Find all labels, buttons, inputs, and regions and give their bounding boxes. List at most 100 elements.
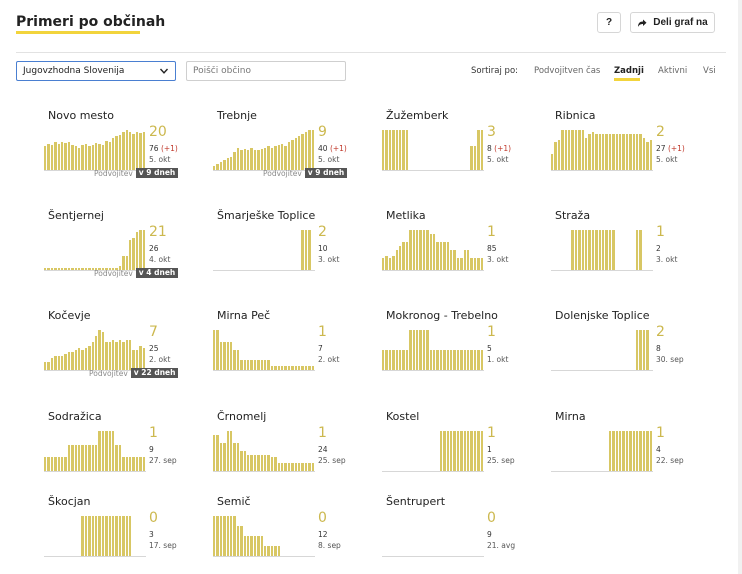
chart-bar: [135, 132, 139, 170]
chart-bar: [591, 230, 595, 270]
chart-bar: [270, 366, 274, 370]
municipality-card[interactable]: Šentrupert 0 9 21. avg: [382, 495, 546, 574]
municipality-card[interactable]: Kočevje 7 25 2. okt Podvojitev v 22 dneh: [44, 309, 208, 399]
municipality-card[interactable]: Mirna Peč 1 7 2. okt: [213, 309, 377, 399]
chart-bar: [122, 457, 125, 471]
sort-option-all[interactable]: Vsi: [703, 66, 716, 76]
chart-bar: [467, 350, 470, 370]
chart-bar: [47, 268, 50, 270]
chart-bar: [118, 516, 122, 556]
help-button[interactable]: ?: [597, 12, 621, 33]
municipality-card[interactable]: Metlika 1 85 3. okt: [382, 209, 546, 299]
chart-bar: [399, 130, 402, 170]
chart-bar: [71, 445, 74, 471]
chart-bar: [284, 463, 287, 471]
chart-bar: [260, 360, 263, 370]
chart-bar: [463, 350, 466, 370]
chart-bar: [619, 134, 622, 170]
municipality-card[interactable]: Semič 0 12 8. sep: [213, 495, 377, 574]
chart-bar: [388, 258, 392, 270]
chart-bar: [64, 143, 67, 170]
total-count-line: 8 (+1): [487, 144, 511, 153]
municipality-card[interactable]: Mirna 1 4 22. sep: [551, 410, 715, 500]
chart-bar: [81, 145, 84, 170]
municipality-chart: [44, 229, 146, 271]
sort-option-latest[interactable]: Zadnji: [614, 66, 644, 76]
chart-bar: [291, 366, 294, 370]
chart-bar: [88, 146, 91, 170]
chart-bar: [564, 130, 567, 170]
municipality-card[interactable]: Šmarješke Toplice 2 10 3. okt: [213, 209, 377, 299]
municipality-card[interactable]: Mokronog - Trebelno 1 5 1. okt: [382, 309, 546, 399]
chart-bar: [598, 134, 601, 170]
municipality-card[interactable]: Sodražica 1 9 27. sep: [44, 410, 208, 500]
total-count-line: 2: [656, 244, 661, 253]
municipality-card[interactable]: Škocjan 0 3 17. sep: [44, 495, 208, 574]
active-count: 1: [487, 324, 496, 340]
scrollbar[interactable]: [738, 0, 742, 574]
chart-bar: [243, 451, 246, 471]
chart-bar: [250, 148, 253, 170]
active-count: 1: [487, 425, 496, 441]
chart-bar: [270, 148, 274, 170]
sort-label: Sortiraj po:: [471, 66, 519, 76]
chevron-down-icon: [159, 68, 169, 74]
chart-bar: [436, 242, 439, 270]
chart-bar: [240, 526, 243, 556]
municipality-card[interactable]: Kostel 1 1 25. sep: [382, 410, 546, 500]
municipality-card[interactable]: Šentjernej 21 26 4. okt Podvojitev v 4 dneh: [44, 209, 208, 299]
municipality-chart: [213, 229, 315, 271]
chart-bar: [108, 342, 111, 370]
chart-bar: [636, 134, 639, 170]
chart-bar: [426, 330, 429, 370]
municipality-card[interactable]: Dolenjske Toplice 2 8 30. sep: [551, 309, 715, 399]
sort-active-underline: [614, 78, 640, 81]
chart-bar: [253, 150, 257, 170]
chart-bar: [402, 130, 405, 170]
chart-bar: [439, 350, 443, 370]
chart-bar: [243, 360, 246, 370]
chart-bar: [54, 457, 57, 471]
municipality-card[interactable]: Ribnica 2 27 (+1) 5. okt: [551, 109, 715, 199]
chart-bar: [284, 366, 287, 370]
chart-bar: [71, 268, 74, 270]
municipality-card[interactable]: Straža 1 2 3. okt: [551, 209, 715, 299]
chart-bar: [480, 350, 483, 370]
chart-bar: [443, 242, 446, 270]
chart-bar: [277, 546, 280, 556]
chart-bar: [439, 431, 443, 471]
chart-bar: [213, 166, 216, 170]
chart-bar: [298, 463, 301, 471]
chart-bar: [216, 330, 219, 370]
page-title: Primeri po občinah: [16, 14, 166, 30]
chart-bar: [308, 230, 311, 270]
chart-bar: [270, 546, 274, 556]
total-count: 25: [149, 344, 159, 353]
chart-bar: [385, 130, 388, 170]
last-date: 25. sep: [487, 456, 515, 465]
municipality-name: Novo mesto: [48, 109, 114, 122]
active-count: 21: [149, 224, 167, 240]
chart-bar: [308, 463, 311, 471]
search-input[interactable]: [186, 61, 346, 81]
municipality-card[interactable]: Žužemberk 3 8 (+1) 5. okt: [382, 109, 546, 199]
municipality-card[interactable]: Novo mesto 20 76 (+1) 5. okt Podvojitev v 9 d…: [44, 109, 208, 199]
chart-bar: [61, 268, 64, 270]
municipality-card[interactable]: Črnomelj 1 24 25. sep: [213, 410, 377, 500]
total-count: 2: [656, 244, 661, 253]
share-button[interactable]: Deli graf na: [630, 12, 715, 33]
total-count-line: 9: [487, 530, 492, 539]
chart-bar: [132, 134, 135, 170]
chart-bar: [636, 330, 639, 370]
chart-bar: [219, 443, 223, 471]
chart-bar: [223, 160, 226, 170]
sort-option-active[interactable]: Aktivni: [658, 66, 688, 76]
last-date: 27. sep: [149, 456, 177, 465]
municipality-card[interactable]: Trebnje 9 40 (+1) 5. okt Podvojitev v 9 dneh: [213, 109, 377, 199]
last-date: 2. okt: [149, 355, 171, 364]
sort-option-doubling[interactable]: Podvojitven čas: [534, 66, 601, 76]
chart-bar: [639, 230, 642, 270]
region-select[interactable]: Jugovzhodna Slovenija: [16, 61, 176, 81]
total-count-line: 76 (+1): [149, 144, 178, 153]
chart-bar: [108, 268, 111, 270]
